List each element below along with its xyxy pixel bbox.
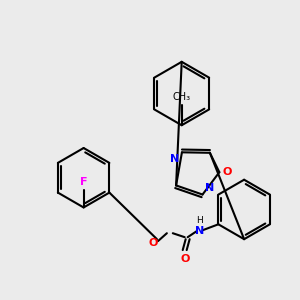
Text: O: O — [222, 167, 232, 177]
Text: O: O — [180, 254, 189, 264]
Text: N: N — [205, 183, 214, 193]
Text: O: O — [148, 238, 158, 248]
Text: N: N — [170, 154, 179, 164]
Text: H: H — [196, 216, 203, 225]
Text: CH₃: CH₃ — [172, 92, 191, 102]
Text: F: F — [80, 177, 87, 187]
Text: N: N — [195, 226, 204, 236]
